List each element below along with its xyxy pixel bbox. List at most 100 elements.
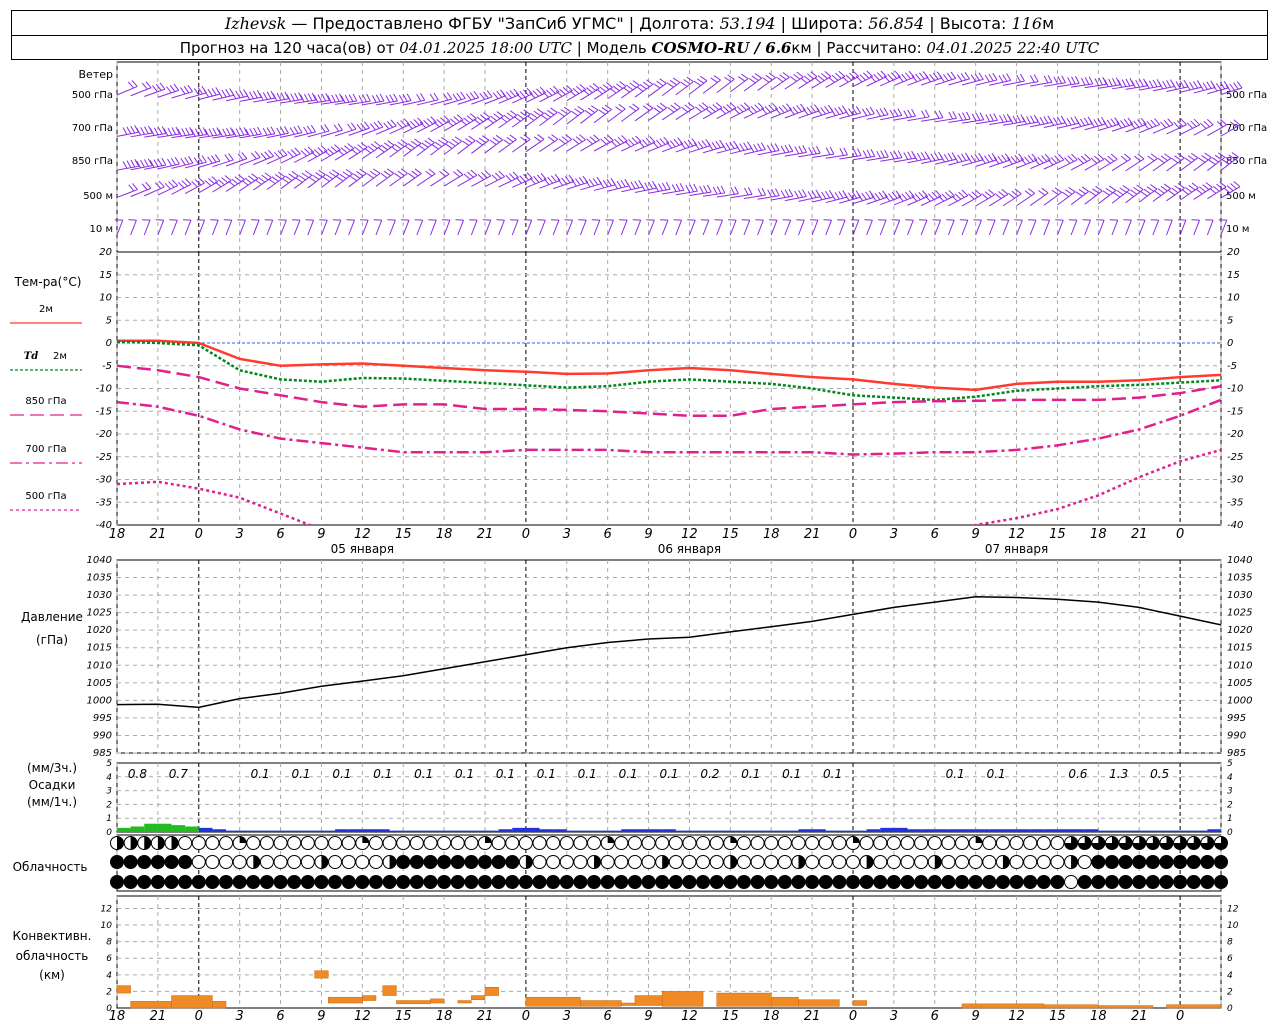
wind-barb-flag	[789, 76, 797, 82]
wind-barb	[321, 100, 344, 105]
wind-barb	[784, 195, 807, 202]
wind-barb-flag	[572, 87, 580, 94]
wind-barb-flag	[693, 142, 700, 150]
cloud-cover-circle	[505, 836, 520, 850]
wind-barb-flag	[550, 175, 557, 183]
wind-barb-flag	[894, 70, 901, 78]
wind-barb	[280, 175, 299, 190]
wind-barb	[907, 196, 928, 206]
wind-barb	[512, 177, 533, 188]
wind-barb-flag	[276, 92, 282, 101]
cloud-cover-fill	[798, 855, 805, 869]
wind-barb-flag	[721, 143, 727, 151]
wind-barb-flag	[670, 104, 678, 111]
cloud-cover-circle	[736, 836, 751, 850]
convective-cloud-bar	[1098, 1005, 1154, 1009]
wind-barb-flag	[271, 176, 279, 182]
wind-barb-flag	[191, 128, 196, 137]
convective-cloud-bar	[116, 985, 131, 994]
cloud-cover-circle	[573, 836, 588, 850]
cloud-cover-fill	[485, 836, 492, 843]
wind-barb-flag	[1049, 118, 1055, 126]
cloud-cover-circle	[764, 836, 779, 850]
wind-barb	[375, 144, 395, 159]
meteogram: 18 21 0 3 6 9 12 15 18 21 0 3 6 9 12 15 18 21 0 3 6 9 12 15 18 21…	[10, 61, 1267, 1024]
wind-barb-flag	[166, 86, 172, 94]
wind-barb-flag	[1160, 155, 1168, 162]
precip-bar	[648, 829, 663, 832]
wind-barb-flag	[1108, 78, 1113, 87]
wind-barb-flag	[754, 73, 763, 79]
wind-barb-flag	[813, 104, 820, 112]
wind-barb	[852, 76, 873, 87]
wind-barb	[1084, 219, 1091, 236]
precip-sum-label: 0.6	[1068, 767, 1087, 781]
wind-barb	[130, 87, 152, 97]
precip-bar	[335, 829, 349, 832]
wind-barb-flag	[446, 120, 454, 127]
wind-barb-flag	[1200, 122, 1207, 129]
wind-barb-flag	[344, 94, 350, 103]
wind-barb-flag	[1061, 75, 1066, 84]
cloud-cover-circle	[368, 855, 383, 869]
wind-barb-flag	[794, 146, 800, 154]
wind-barb-flag	[807, 73, 815, 80]
wind-barb-flag	[1133, 120, 1140, 128]
wind-barb-flag	[356, 171, 364, 177]
wind-barb-flag	[359, 168, 367, 174]
wind-barb-flag	[512, 171, 519, 178]
wind-barb-flag	[145, 81, 152, 89]
wind-barbs-3	[116, 168, 1241, 207]
wind-barb-flag	[779, 74, 787, 80]
wind-barb-flag	[595, 88, 603, 95]
wind-barb-flag	[953, 155, 959, 163]
conv-tick-label: 0	[195, 1009, 203, 1024]
wind-barb-flag	[1157, 188, 1165, 194]
cloud-cover-circle	[328, 836, 343, 850]
wind-barb-flag	[537, 134, 545, 140]
wind-barb-flag	[835, 72, 842, 79]
wind-barb	[648, 107, 667, 121]
temp-tick-label: 3	[890, 527, 898, 542]
wind-barb-flag	[659, 102, 667, 109]
cloud-cover-circle	[123, 855, 138, 869]
wind-barb-flag	[278, 171, 286, 178]
wind-barb	[130, 187, 152, 198]
wind-barb-flag	[330, 146, 338, 153]
cloud-cover-circle	[873, 855, 888, 869]
cloud-cover-circle	[682, 855, 697, 869]
cloud-cover-circle	[614, 875, 629, 889]
wind-barb-flag	[1047, 74, 1053, 83]
wind-barb	[511, 219, 519, 236]
legend-label: 2м	[53, 351, 67, 362]
cloud-cover-circle	[1200, 875, 1215, 889]
convective-cloud-bar	[621, 1002, 636, 1006]
temp-ytick: -30	[96, 475, 112, 486]
wind-barb-flag	[1014, 154, 1021, 162]
cloud-cover-circle	[982, 836, 997, 850]
wind-barb-flag	[598, 109, 606, 115]
cloud-cover-circle	[941, 855, 956, 869]
wind-barb-flag	[1075, 191, 1083, 197]
wind-barb-flag	[131, 80, 138, 87]
cloud-cover-circle	[1214, 855, 1228, 869]
wind-barb-flag	[289, 127, 295, 135]
cloud-cover-circle	[668, 875, 683, 889]
cloud-cover-circle	[927, 875, 942, 889]
wind-barb	[866, 219, 873, 236]
wind-barb	[770, 219, 778, 236]
precip-bar	[743, 830, 758, 832]
precip-bar	[307, 830, 322, 832]
wind-barb-flag	[561, 136, 569, 143]
wind-barb-flag	[691, 138, 698, 146]
wind-barb-flag	[397, 141, 405, 148]
cloud-cover-fill	[1071, 855, 1078, 869]
precip-bar	[403, 830, 417, 832]
wind-barb-flag	[897, 150, 903, 158]
cloud-cover-fill	[934, 855, 942, 869]
wind-barb-flag	[883, 75, 890, 83]
cloud-cover-circle	[110, 875, 124, 889]
wind-barb-flag	[1088, 76, 1094, 85]
wind-barb	[771, 195, 793, 201]
wind-barb-flag	[406, 93, 412, 101]
